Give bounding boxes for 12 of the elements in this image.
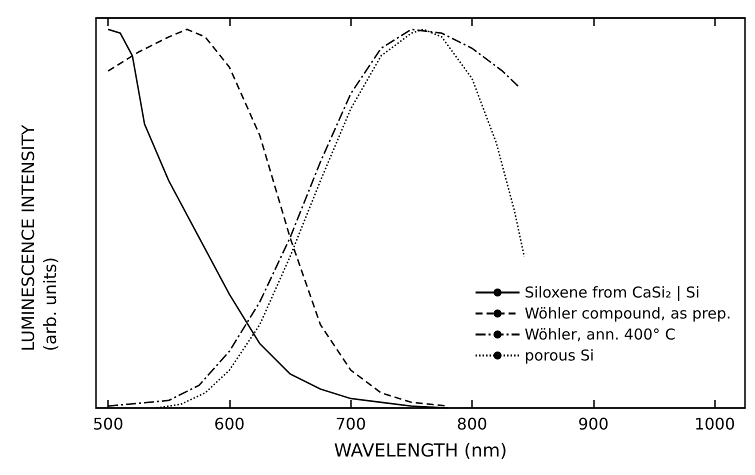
legend-label: porous Si xyxy=(524,346,594,364)
legend-label: Wöhler, ann. 400° C xyxy=(524,326,676,344)
x-tick-label: 900 xyxy=(578,414,609,434)
x-tick-label: 600 xyxy=(214,414,245,434)
x-tick-label: 1000 xyxy=(694,414,736,434)
x-tick-label: 700 xyxy=(335,414,366,434)
y-axis-title: LUMINESCENCE INTENSITY (arb. units) xyxy=(19,124,61,352)
legend-label: Siloxene from CaSi₂ | Si xyxy=(524,284,700,302)
x-tick-label: 500 xyxy=(92,414,124,434)
x-axis-title: WAVELENGTH (nm) xyxy=(334,440,508,462)
legend-label: Wöhler compound, as prep. xyxy=(524,304,732,322)
x-tick-label: 800 xyxy=(456,414,488,434)
